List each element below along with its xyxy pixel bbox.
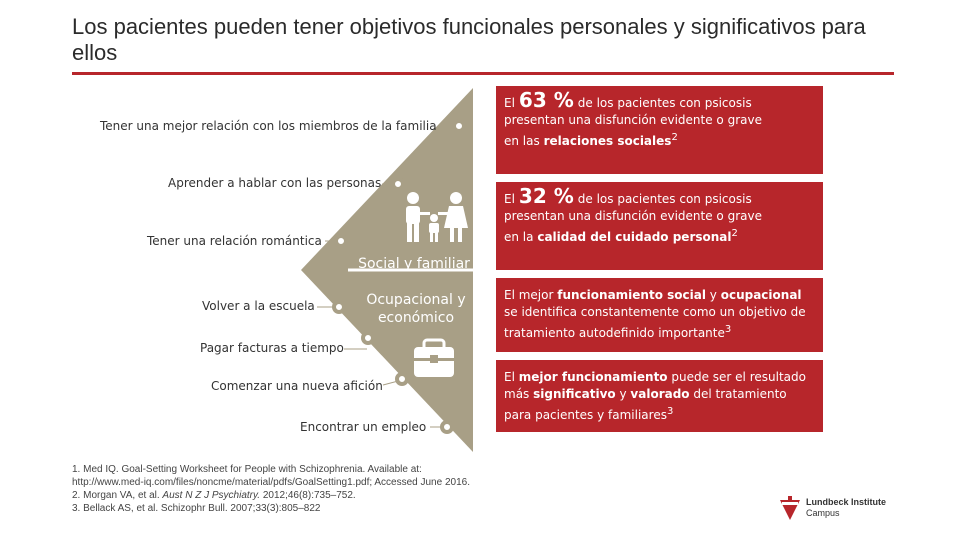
stat-value: 63 % bbox=[518, 88, 574, 112]
reference-1: 1. Med IQ. Goal-Setting Worksheet for Pe… bbox=[72, 464, 422, 475]
goal-family-relationship: Tener una mejor relación con los miembro… bbox=[100, 119, 437, 133]
goal-return-to-school: Volver a la escuela bbox=[202, 299, 315, 313]
info-box-treatment-outcome: El mejor funcionamiento puede ser el res… bbox=[496, 360, 823, 432]
goal-dot bbox=[452, 119, 466, 133]
title-divider bbox=[72, 72, 894, 75]
stat-box-social: El 63 % de los pacientes con psicosis pres… bbox=[496, 86, 823, 174]
goal-pay-bills: Pagar facturas a tiempo bbox=[200, 341, 344, 355]
stat-value: 32 % bbox=[518, 184, 574, 208]
info-box-treatment-goal: El mejor funcionamiento social y ocupaci… bbox=[496, 278, 823, 352]
goal-dot bbox=[391, 177, 405, 191]
references: 1. Med IQ. Goal-Setting Worksheet for Pe… bbox=[72, 463, 470, 515]
goal-romantic-relationship: Tener una relación romántica bbox=[147, 234, 322, 248]
reference-3: 3. Bellack AS, et al. Schizophr Bull. 20… bbox=[72, 503, 321, 514]
goal-talk-to-people: Aprender a hablar con las personas bbox=[168, 176, 382, 190]
goal-dot bbox=[361, 331, 375, 345]
lundbeck-logo-icon bbox=[780, 496, 800, 520]
goal-find-job: Encontrar un empleo bbox=[300, 420, 427, 434]
reference-1-url: http://www.med-iq.com/files/noncme/mater… bbox=[72, 477, 470, 488]
goal-dot bbox=[440, 420, 454, 434]
goal-dot bbox=[395, 372, 409, 386]
goal-new-hobby: Comenzar una nueva afición bbox=[211, 379, 383, 393]
lundbeck-logo: Lundbeck Institute Campus bbox=[806, 497, 887, 518]
goal-dot bbox=[334, 234, 348, 248]
segment-occupational-label: Ocupacional y económico bbox=[366, 292, 466, 326]
reference-2: 2. Morgan VA, et al. Aust N Z J Psychiat… bbox=[72, 490, 356, 501]
stat-box-self-care: El 32 % de los pacientes con psicosis pres… bbox=[496, 182, 823, 270]
page-title: Los pacientes pueden tener objetivos fun… bbox=[72, 14, 866, 65]
briefcase-icon bbox=[414, 338, 454, 377]
segment-social-label: Social y familiar bbox=[358, 256, 470, 272]
goal-dot bbox=[332, 300, 346, 314]
family-icon bbox=[406, 192, 468, 242]
